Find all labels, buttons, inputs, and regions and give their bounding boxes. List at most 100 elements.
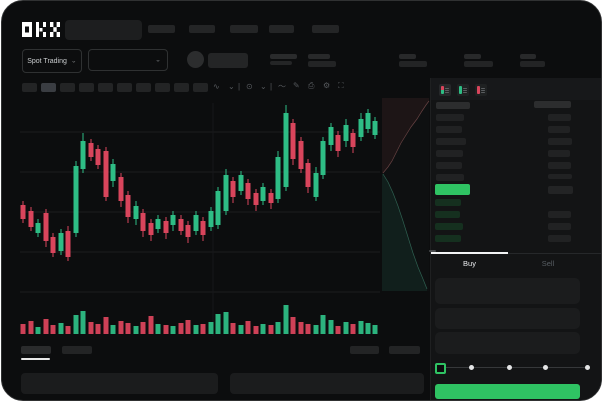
bid-amount-bar — [548, 235, 571, 242]
tab-divider — [431, 253, 601, 254]
token-icon — [187, 51, 204, 68]
tab-buy[interactable]: Buy — [463, 259, 476, 268]
icon-lines — [481, 87, 485, 93]
nav-item-placeholder[interactable] — [230, 25, 258, 33]
okx-logo — [22, 22, 60, 37]
nav-item-placeholder[interactable] — [148, 25, 175, 33]
icon-lines — [445, 87, 449, 93]
timeframe-button[interactable] — [22, 83, 37, 92]
nav-item-placeholder[interactable] — [269, 25, 294, 33]
chart-bottom-action[interactable] — [350, 346, 379, 354]
toolbar-icon[interactable]: ⌄ — [228, 82, 235, 91]
amount-field-placeholder[interactable] — [435, 308, 580, 329]
amount-slider-handle[interactable] — [435, 363, 446, 374]
bottom-panel-placeholder — [230, 373, 424, 394]
bid-price-bar — [435, 211, 460, 218]
panel-divider — [430, 78, 431, 400]
orderbook-header-amount — [534, 101, 571, 108]
ask-amount-bar — [548, 162, 571, 169]
buy-tab-underline — [431, 252, 508, 254]
chevron-down-icon: ⌄ — [70, 58, 77, 64]
toolbar-icon[interactable]: ⊙ — [246, 82, 253, 91]
timeframe-button[interactable] — [174, 83, 189, 92]
timeframe-button-active[interactable] — [41, 83, 56, 92]
ask-price-bar — [436, 126, 462, 133]
pair-name-placeholder — [208, 53, 248, 68]
ask-price-bar — [436, 162, 462, 169]
chart-bottom-action[interactable] — [389, 346, 420, 354]
buy-submit-button[interactable] — [435, 384, 580, 399]
bid-price-bar — [435, 223, 463, 230]
ask-price-bar — [436, 150, 463, 157]
icon-lines — [463, 87, 467, 93]
toolbar-icon[interactable]: ∿ — [213, 82, 220, 91]
stat-value-placeholder — [308, 61, 336, 67]
toolbar-icon[interactable]: ⚙ — [323, 81, 331, 90]
ask-price-bar — [436, 114, 464, 121]
ask-price-bar — [436, 138, 466, 145]
stat-label-placeholder — [308, 54, 330, 59]
asks-bar — [477, 86, 480, 94]
ask-amount-bar — [548, 138, 572, 145]
orderbook-header-price — [436, 102, 470, 109]
price-placeholder — [270, 54, 297, 59]
timeframe-button[interactable] — [60, 83, 75, 92]
toolbar-icon[interactable]: ✎ — [293, 81, 300, 90]
orderbook-view-asks-icon[interactable] — [475, 84, 487, 96]
ask-amount-bar — [548, 114, 571, 121]
market-type-label: Spot Trading — [27, 57, 67, 65]
toolbar-icon[interactable]: | — [270, 82, 273, 91]
slider-stop-dot[interactable] — [543, 365, 548, 370]
orderbook-icon-row — [431, 78, 601, 100]
tab-sell[interactable]: Sell — [541, 259, 555, 268]
last-price-indicator — [435, 184, 470, 195]
timeframe-button[interactable] — [98, 83, 113, 92]
search-input[interactable] — [65, 20, 142, 40]
price-axis-tick — [429, 250, 436, 252]
ask-amount-bar — [548, 126, 570, 133]
bid-price-bar — [435, 235, 461, 242]
stat-label-placeholder — [399, 54, 416, 59]
pair-selector[interactable]: ⌄ — [88, 49, 168, 71]
price-field-placeholder[interactable] — [435, 278, 580, 304]
slider-stop-dot[interactable] — [585, 365, 590, 370]
bottom-panel-placeholder — [21, 373, 218, 394]
bid-amount-bar — [548, 211, 571, 218]
orderbook-view-combined-icon[interactable] — [439, 84, 451, 96]
timeframe-button[interactable] — [193, 83, 208, 92]
toolbar-icon[interactable]: ⛶ — [338, 81, 344, 90]
slider-stop-dot[interactable] — [469, 365, 474, 370]
chart-bottom-tab-active[interactable] — [21, 346, 51, 354]
toolbar-icon[interactable]: ⎙ — [308, 81, 315, 90]
orderbook-view-bids-icon[interactable] — [457, 84, 469, 96]
combined-bar — [441, 86, 444, 94]
change-placeholder — [270, 61, 292, 65]
stat-value-placeholder — [464, 61, 493, 67]
stat-label-placeholder — [464, 54, 481, 59]
nav-item-placeholder[interactable] — [312, 25, 339, 33]
stat-value-placeholder — [520, 61, 545, 67]
stat-label-placeholder — [520, 54, 536, 59]
toolbar-icon[interactable]: | — [238, 82, 241, 91]
timeframe-button[interactable] — [117, 83, 132, 92]
toolbar-icon[interactable]: ⌄ — [260, 82, 267, 91]
toolbar-icon[interactable]: 〜 — [278, 82, 286, 91]
slider-stop-dot[interactable] — [507, 365, 512, 370]
timeframe-button[interactable] — [136, 83, 151, 92]
total-field-placeholder[interactable] — [435, 332, 580, 354]
chevron-down-icon: ⌄ — [155, 57, 161, 63]
chart-bottom-tab[interactable] — [62, 346, 92, 354]
bids-bar — [459, 86, 462, 94]
amount-slider-track[interactable] — [439, 367, 587, 368]
spread-amount-bar — [548, 186, 573, 194]
timeframe-button[interactable] — [155, 83, 170, 92]
bid-price-bar — [435, 199, 461, 206]
nav-item-placeholder[interactable] — [189, 25, 215, 33]
market-type-selector[interactable]: Spot Trading ⌄ — [22, 49, 82, 73]
timeframe-button[interactable] — [79, 83, 94, 92]
ask-amount-bar — [548, 150, 570, 157]
ask-amount-bar — [548, 174, 572, 179]
stat-value-placeholder — [399, 61, 427, 67]
